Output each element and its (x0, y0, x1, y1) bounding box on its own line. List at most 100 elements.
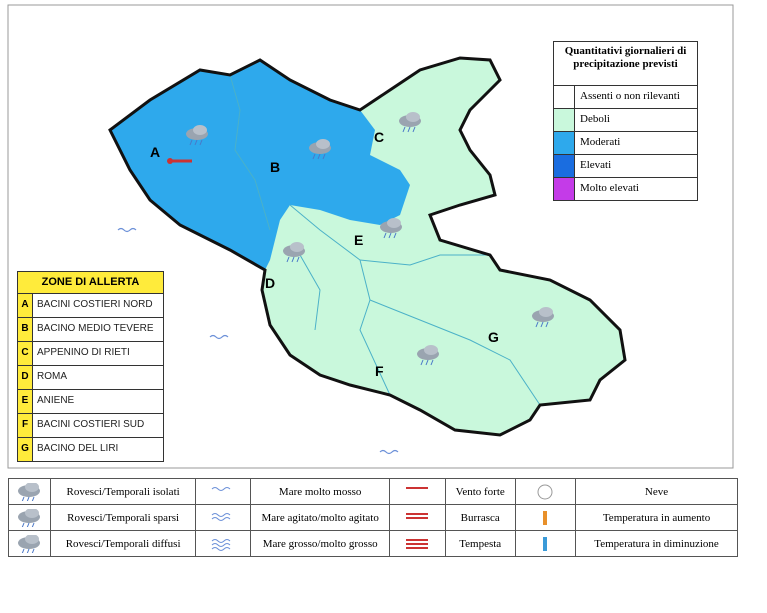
symbol-icon (9, 531, 52, 556)
region-outline (108, 56, 627, 437)
symbol-row: Rovesci/Temporali diffusi Mare grosso/mol… (9, 531, 737, 556)
legend-swatch (554, 155, 575, 177)
wave (211, 542, 231, 547)
rain (26, 496, 30, 501)
zone-label: E (354, 232, 363, 248)
symbol-icon (390, 479, 446, 504)
symbol-label: Neve (644, 485, 669, 498)
rain (540, 321, 544, 328)
zone-border (229, 74, 271, 231)
legend-row: Deboli (554, 109, 697, 132)
symbol-glyph (17, 508, 40, 527)
legend-swatch (554, 178, 575, 200)
cloud (406, 112, 420, 122)
cloud-icon (186, 125, 208, 146)
cloud-icon (309, 139, 331, 160)
thermo (543, 536, 548, 551)
cloud-icon (380, 218, 402, 239)
cloud-icon (17, 534, 40, 553)
symbol-glyph (211, 486, 231, 491)
zone-name: BACINO DEL LIRI (37, 443, 119, 454)
rain (21, 496, 25, 501)
zone-letter: G (18, 438, 33, 461)
cloud-icon (283, 242, 305, 263)
cloud (290, 242, 304, 252)
symbol-icon (516, 479, 577, 504)
symbol-label: Temperatura in aumento (602, 511, 711, 524)
zone-name: ROMA (37, 371, 67, 382)
legend-label: Elevati (580, 159, 612, 171)
zone-letter: C (18, 342, 33, 365)
rain (31, 496, 35, 501)
rain (402, 126, 406, 133)
wave (211, 538, 231, 543)
legend-swatch (554, 132, 575, 154)
cloud (316, 139, 330, 149)
cloud (539, 307, 553, 317)
zone-name: APPENINO DI RIETI (37, 347, 130, 358)
symbol-label: Tempesta (446, 531, 516, 556)
symbol-glyph (17, 482, 40, 501)
symbol-row: Rovesci/Temporali isolati Mare molto moss… (9, 479, 737, 505)
wave (211, 546, 231, 551)
symbol-label: Vento forte (446, 479, 516, 504)
symbol-glyph (537, 484, 553, 499)
symbol-label: Mare agitato/molto agitato (251, 505, 391, 530)
snow (537, 484, 553, 499)
wave (211, 486, 231, 491)
zone-letter: D (18, 366, 33, 389)
symbol-glyph (211, 538, 231, 551)
zone-label: C (374, 129, 384, 145)
region-moderati (110, 60, 410, 270)
rain (26, 548, 30, 553)
thermo (543, 510, 548, 525)
rain (388, 232, 392, 239)
rain (430, 359, 434, 366)
zone-row: D ROMA (18, 366, 163, 390)
symbol-glyph (406, 486, 429, 489)
rain (383, 232, 387, 239)
rain (199, 139, 203, 146)
zone-borders (229, 74, 541, 406)
zone-letter: A (18, 294, 33, 317)
legend-title: Quantitativi giornalieri di precipitazio… (554, 42, 697, 86)
rain (296, 256, 300, 263)
symbol-label: Mare molto mosso (251, 479, 391, 504)
precipitation-legend: Quantitativi giornalieri di precipitazio… (553, 41, 698, 201)
zone-row: E ANIENE (18, 390, 163, 414)
wave (211, 512, 231, 517)
zone-border (359, 254, 490, 266)
rain (393, 232, 397, 239)
rain (291, 256, 295, 263)
symbol-icon (196, 505, 252, 530)
rain (317, 153, 321, 160)
zone-row: C APPENINO DI RIETI (18, 342, 163, 366)
symbol-label: Mare grosso/molto grosso (251, 531, 391, 556)
wind-dot (167, 158, 173, 164)
wind-icon (167, 158, 192, 164)
sea-icon (209, 334, 229, 340)
zone-labels: A B C D E F G (150, 129, 499, 379)
symbol-label: Rovesci/Temporali isolati (51, 479, 196, 504)
rain (545, 321, 549, 328)
zone-name: ANIENE (37, 395, 75, 406)
zone-label: F (375, 363, 384, 379)
symbol-glyph (211, 512, 231, 521)
zone-letter: F (18, 414, 33, 437)
zone-border (369, 299, 541, 406)
cloud (24, 508, 39, 518)
symbol-row: Rovesci/Temporali sparsi Mare agitato/mol… (9, 505, 737, 531)
symbol-icon (196, 531, 252, 556)
rain (194, 139, 198, 146)
symbol-icon (390, 505, 446, 530)
zone-row: B BACINO MEDIO TEVERE (18, 318, 163, 342)
legend-swatch (554, 86, 575, 108)
symbol-label: Rovesci/Temporali diffusi (51, 531, 196, 556)
cloud-icon (17, 508, 40, 527)
cloud (193, 125, 207, 135)
symbol-glyph (543, 510, 548, 525)
cloud-icon (532, 307, 554, 328)
rain (412, 126, 416, 133)
zone-label: B (270, 159, 280, 175)
weather-icons (186, 112, 554, 366)
